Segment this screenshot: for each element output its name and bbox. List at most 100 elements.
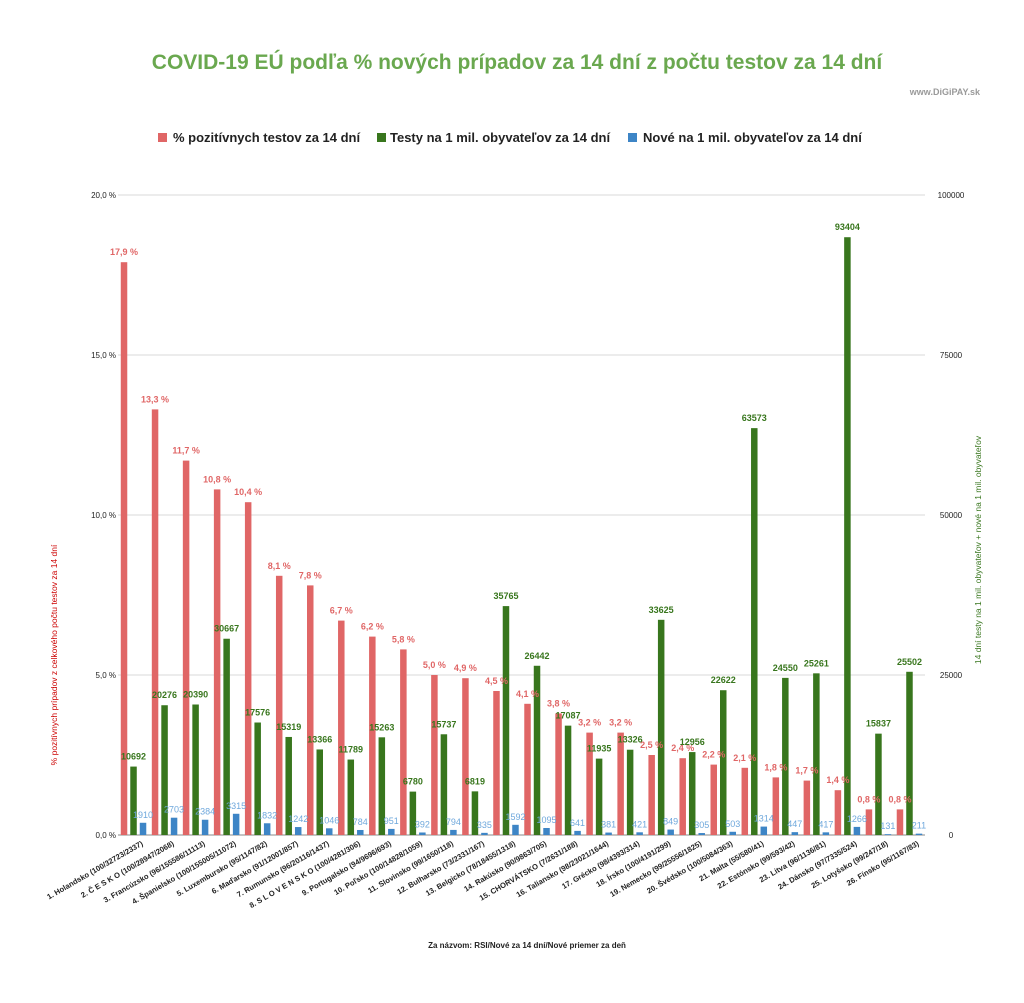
- data-label-tests: 63573: [742, 413, 767, 423]
- data-label-tests: 17087: [556, 711, 581, 721]
- data-label-pct: 0,8 %: [857, 794, 880, 804]
- bar-pct: [803, 780, 811, 835]
- bar-tests: [782, 677, 789, 835]
- watermark: www.DiGiPAY.sk: [909, 87, 981, 97]
- bar-pct: [493, 691, 500, 835]
- data-label-pct: 13,3 %: [141, 394, 169, 404]
- y-tick-right: 0: [949, 831, 954, 840]
- bar-new: [729, 831, 736, 835]
- bar-pct: [896, 809, 904, 835]
- data-label-pct: 0,8 %: [888, 794, 911, 804]
- bar-pct: [182, 460, 190, 835]
- bar-tests: [471, 791, 479, 835]
- bar-pct: [741, 767, 749, 835]
- bar-new: [574, 830, 581, 835]
- legend-swatch-tests: [377, 133, 386, 142]
- bar-new: [884, 834, 892, 835]
- bar-pct: [151, 409, 159, 835]
- bar-pct: [307, 585, 314, 835]
- bar-tests: [192, 704, 199, 835]
- data-label-tests: 35765: [493, 591, 518, 601]
- bar-pct: [710, 764, 717, 835]
- data-label-pct: 1,4 %: [826, 775, 849, 785]
- data-label-new: 421: [632, 819, 647, 829]
- bar-tests: [626, 749, 634, 835]
- bar-tests: [502, 606, 510, 835]
- bar-tests: [564, 725, 572, 835]
- data-label-new: 211: [912, 821, 926, 831]
- data-label-new: 1266: [847, 814, 867, 824]
- data-label-tests: 15837: [866, 719, 891, 729]
- data-label-new: 131: [880, 821, 895, 831]
- bar-pct: [462, 678, 469, 835]
- bar-tests: [751, 428, 758, 835]
- data-label-pct: 6,7 %: [330, 606, 353, 616]
- y-tick-left: 20,0 %: [91, 191, 116, 200]
- data-label-pct: 11,7 %: [172, 446, 200, 456]
- data-label-new: 794: [446, 817, 461, 827]
- bar-pct: [555, 713, 562, 835]
- bar-tests: [285, 736, 292, 835]
- data-label-tests: 17576: [245, 708, 270, 718]
- data-label-pct: 6,2 %: [361, 622, 384, 632]
- bar-new: [822, 832, 830, 835]
- bar-new: [201, 819, 209, 835]
- bar-pct: [679, 758, 686, 835]
- bar-new: [263, 823, 271, 835]
- data-label-new: 335: [477, 820, 492, 830]
- data-label-tests: 13366: [307, 734, 332, 744]
- data-label-tests: 93404: [835, 222, 860, 232]
- data-label-new: 784: [353, 817, 368, 827]
- data-label-tests: 11789: [339, 745, 364, 755]
- bar-new: [636, 832, 643, 835]
- bar-pct: [524, 703, 531, 835]
- bar-tests: [875, 733, 882, 835]
- data-label-pct: 5,8 %: [392, 634, 415, 644]
- data-label-tests: 20390: [183, 690, 208, 700]
- bar-tests: [533, 665, 541, 835]
- data-label-new: 447: [787, 819, 802, 829]
- legend-label-tests: Testy na 1 mil. obyvateľov za 14 dní: [390, 130, 610, 145]
- bar-new: [170, 817, 178, 835]
- bar-tests: [595, 758, 603, 835]
- y-axis-right-label: 14 dní testy na 1 mil. obyvateľov + nové…: [973, 435, 983, 664]
- bar-new: [512, 824, 519, 835]
- data-label-pct: 1,8 %: [764, 762, 787, 772]
- bar-new: [232, 813, 240, 835]
- bar-new: [605, 832, 612, 835]
- data-label-tests: 10692: [121, 752, 146, 762]
- legend-label-pct: % pozitívnych testov za 14 dní: [173, 130, 360, 145]
- data-label-tests: 6780: [403, 777, 423, 787]
- data-label-pct: 17,9 %: [110, 247, 138, 257]
- data-label-tests: 25502: [897, 657, 922, 667]
- data-label-new: 305: [694, 820, 709, 830]
- bar-tests: [254, 722, 261, 835]
- bar-pct: [400, 649, 407, 835]
- data-label-new: 1242: [288, 814, 308, 824]
- data-label-new: 2703: [164, 805, 184, 815]
- bar-tests: [906, 671, 913, 835]
- data-label-new: 1592: [505, 812, 525, 822]
- data-label-pct: 10,4 %: [234, 487, 262, 497]
- bar-new: [388, 828, 395, 835]
- bars-layer: [120, 237, 923, 835]
- y-tick-right: 50000: [940, 511, 963, 520]
- data-label-tests: 30667: [214, 624, 239, 634]
- data-label-pct: 2,5 %: [640, 740, 663, 750]
- data-label-new: 951: [384, 816, 399, 826]
- bar-tests: [440, 734, 448, 835]
- data-label-pct: 1,7 %: [795, 766, 818, 776]
- bar-tests: [688, 752, 696, 835]
- bar-pct: [772, 777, 780, 835]
- y-tick-right: 100000: [938, 191, 965, 200]
- bar-tests: [844, 237, 851, 835]
- data-label-new: 641: [570, 818, 585, 828]
- bar-tests: [161, 705, 168, 835]
- data-label-new: 849: [663, 817, 678, 827]
- data-label-new: 1095: [537, 815, 557, 825]
- y-tick-left: 10,0 %: [91, 511, 116, 520]
- bar-new: [915, 833, 923, 835]
- bar-new: [667, 829, 674, 835]
- grid-layer: 0,0 % 5,0 % 10,0 % 15,0 % 20,0 % 0 25000 50000 7…: [91, 191, 965, 840]
